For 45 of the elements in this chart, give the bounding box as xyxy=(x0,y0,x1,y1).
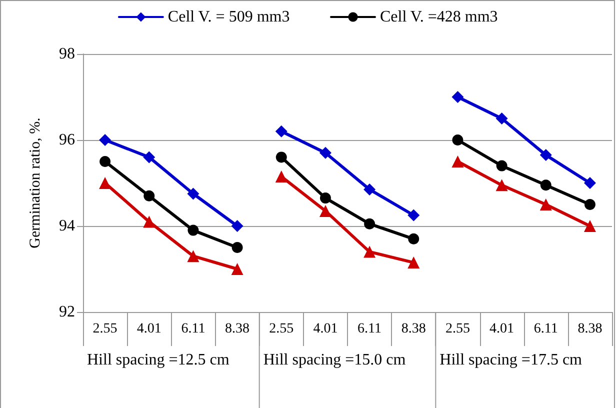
y-tick-label: 96 xyxy=(59,132,75,148)
point xyxy=(231,263,244,275)
x-tick-label: 8.38 xyxy=(578,322,602,336)
text: Hill spacing =17.5 cm xyxy=(440,352,583,368)
x-tick-label: 6.11 xyxy=(358,322,382,336)
x-tick-label: 2.55 xyxy=(445,322,470,336)
y-axis-title: Germination ratio, %. xyxy=(28,118,44,248)
x-tick-label: 8.38 xyxy=(401,322,426,336)
x-tick-label: 4.01 xyxy=(136,322,162,336)
point xyxy=(540,198,552,210)
legend-label: Cell V. =428 mm3 xyxy=(380,8,498,26)
point xyxy=(584,220,596,232)
point xyxy=(143,216,156,228)
x-tick-label: 6.11 xyxy=(181,322,206,336)
point xyxy=(452,156,464,168)
point xyxy=(144,190,155,202)
point xyxy=(232,242,243,253)
point xyxy=(540,149,552,162)
text: Hill spacing =12.5 cm xyxy=(87,352,230,368)
point xyxy=(540,180,552,191)
point xyxy=(452,134,464,146)
point xyxy=(496,112,508,124)
point xyxy=(99,134,112,146)
x-tick-label: 6.11 xyxy=(534,322,558,336)
point xyxy=(452,91,464,103)
point xyxy=(231,220,244,232)
text: Hill spacing =15.0 cm xyxy=(263,352,406,368)
point xyxy=(188,224,199,236)
point xyxy=(584,199,596,210)
point xyxy=(496,179,508,192)
point xyxy=(187,250,200,262)
point xyxy=(100,156,111,167)
x-tick-label: 8.38 xyxy=(225,322,250,336)
x-tick-label: 4.01 xyxy=(490,322,514,336)
x-tick-label: 2.55 xyxy=(269,322,294,336)
x-tick-label: 4.01 xyxy=(313,322,338,336)
legend-label: Cell V. = 509 mm3 xyxy=(168,8,290,26)
point xyxy=(143,151,156,164)
x-tick-label: 2.55 xyxy=(92,322,118,336)
point xyxy=(584,177,596,189)
point xyxy=(496,160,508,172)
y-tick-label: 92 xyxy=(59,304,75,320)
point xyxy=(187,188,200,200)
y-tick-label: 98 xyxy=(59,46,75,62)
y-tick-label: 94 xyxy=(59,218,75,234)
